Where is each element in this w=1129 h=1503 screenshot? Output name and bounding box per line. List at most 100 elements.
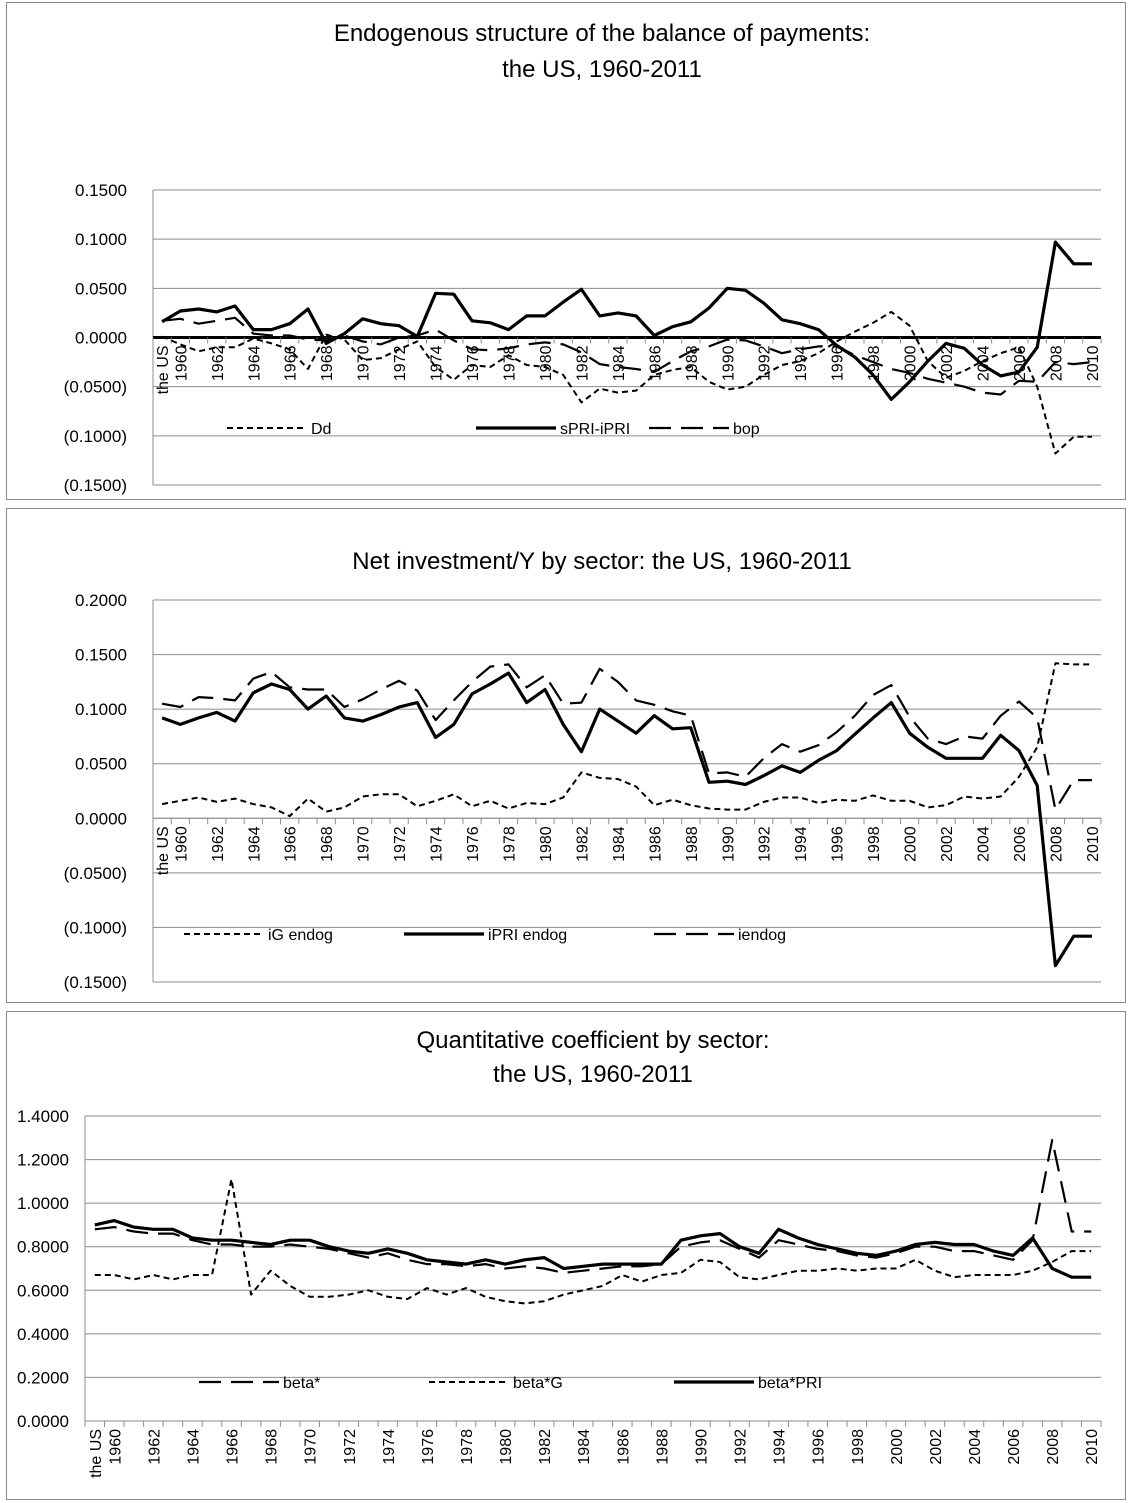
- x-tick-label: 2010: [1085, 345, 1102, 381]
- x-tick-label: the US: [155, 826, 172, 875]
- x-tick-label: 2004: [967, 1429, 984, 1465]
- x-tick-label: 1994: [793, 826, 810, 862]
- x-tick-label: 1978: [459, 1429, 476, 1465]
- x-tick-label: the US: [88, 1429, 105, 1478]
- legend-label: bop: [733, 421, 760, 438]
- legend-label: beta*: [283, 1375, 320, 1392]
- y-tick-label: 1.4000: [17, 1107, 69, 1126]
- y-tick-label: 0.0000: [17, 1412, 69, 1431]
- y-tick-label: 0.4000: [17, 1325, 69, 1344]
- x-tick-label: 1976: [420, 1429, 437, 1465]
- x-tick-label: the US: [155, 346, 172, 395]
- x-tick-label: 1962: [210, 826, 227, 862]
- x-tick-label: 1964: [185, 1429, 202, 1465]
- legend-label: iendog: [738, 927, 786, 944]
- series-line-iendog: [161, 663, 1092, 811]
- x-tick-label: 2000: [889, 1429, 906, 1465]
- x-tick-label: 1990: [720, 345, 737, 381]
- x-tick-label: 1994: [793, 345, 810, 381]
- series-line-spri-ipri: [161, 240, 1092, 401]
- x-tick-label: 1984: [611, 345, 628, 381]
- x-tick-label: 1976: [465, 345, 482, 381]
- legend-label: sPRI-iPRI: [560, 421, 630, 438]
- chart-net-investment-svg: Net investment/Y by sector: the US, 1960…: [64, 548, 1102, 992]
- y-tick-label: 1.0000: [17, 1194, 69, 1213]
- series-line-beta-: [94, 1138, 1092, 1274]
- x-tick-label: 1968: [319, 345, 336, 381]
- x-tick-label: 2004: [976, 345, 993, 381]
- x-tick-label: 1970: [356, 345, 373, 381]
- x-tick-label: 1976: [465, 826, 482, 862]
- chart-subtitle: the US, 1960-2011: [493, 1061, 693, 1088]
- y-tick-label: 0.0000: [75, 329, 127, 348]
- x-tick-label: 2002: [928, 1429, 945, 1465]
- x-tick-label: 1982: [574, 826, 591, 862]
- chart-title: Net investment/Y by sector: the US, 1960…: [352, 548, 851, 575]
- x-tick-label: 1974: [429, 826, 446, 862]
- x-tick-label: 1966: [225, 1429, 242, 1465]
- x-tick-label: 1974: [429, 345, 446, 381]
- x-tick-label: 1970: [356, 826, 373, 862]
- x-tick-label: 1980: [498, 1429, 515, 1465]
- y-tick-label: 0.1500: [75, 646, 127, 665]
- x-tick-label: 1960: [173, 826, 190, 862]
- series-line-beta-pri: [94, 1219, 1092, 1279]
- x-tick-label: 1984: [611, 826, 628, 862]
- x-tick-label: 1970: [303, 1429, 320, 1465]
- x-tick-label: 1972: [392, 345, 409, 381]
- x-tick-label: 1990: [720, 826, 737, 862]
- x-tick-label: 1982: [537, 1429, 554, 1465]
- series-line-ig-endog: [161, 662, 1092, 818]
- legend-label: iG endog: [268, 927, 333, 944]
- x-tick-label: 1988: [654, 1429, 671, 1465]
- chart-panel-quantitative-coefficient: Quantitative coefficient by sector: the U…: [6, 1011, 1126, 1500]
- y-tick-label: 0.8000: [17, 1238, 69, 1257]
- x-tick-label: 1992: [733, 1429, 750, 1465]
- x-tick-label: 1992: [757, 826, 774, 862]
- x-tick-label: 1996: [811, 1429, 828, 1465]
- x-tick-label: 2000: [903, 826, 920, 862]
- y-tick-label: 0.0000: [75, 809, 127, 828]
- y-tick-label: (0.0500): [64, 378, 127, 397]
- y-tick-label: 0.0500: [75, 279, 127, 298]
- y-tick-label: 0.2000: [17, 1368, 69, 1387]
- x-tick-label: 1974: [381, 1429, 398, 1465]
- x-tick-label: 1960: [173, 345, 190, 381]
- x-tick-label: 1980: [538, 345, 555, 381]
- y-tick-label: (0.1500): [64, 476, 127, 495]
- x-tick-label: 2010: [1084, 1429, 1101, 1465]
- y-tick-label: 1.2000: [17, 1151, 69, 1170]
- x-tick-label: 2002: [939, 345, 956, 381]
- x-tick-label: 1972: [392, 826, 409, 862]
- x-tick-label: 1996: [830, 826, 847, 862]
- x-tick-label: 1968: [264, 1429, 281, 1465]
- chart-title: Quantitative coefficient by sector:: [416, 1027, 769, 1054]
- x-tick-label: 2008: [1048, 826, 1065, 862]
- legend-label: beta*PRI: [758, 1375, 822, 1392]
- series-line-bop: [161, 316, 1093, 396]
- x-tick-label: 1968: [319, 826, 336, 862]
- legend-label: beta*G: [513, 1375, 563, 1392]
- chart-bop-svg: Endogenous structure of the balance of p…: [64, 20, 1102, 495]
- chart-title: Endogenous structure of the balance of p…: [334, 20, 870, 47]
- y-tick-label: 0.1000: [75, 700, 127, 719]
- x-tick-label: 1994: [772, 1429, 789, 1465]
- y-tick-label: 0.1500: [75, 181, 127, 200]
- x-tick-label: 1998: [850, 1429, 867, 1465]
- x-tick-label: 1988: [684, 826, 701, 862]
- chart-quantitative-coefficient-svg: Quantitative coefficient by sector: the U…: [17, 1027, 1102, 1478]
- y-tick-label: 0.2000: [75, 591, 127, 610]
- x-tick-label: 1964: [246, 826, 263, 862]
- x-tick-label: 2010: [1085, 826, 1102, 862]
- y-tick-label: 0.6000: [17, 1281, 69, 1300]
- y-tick-label: (0.0500): [64, 864, 127, 883]
- x-tick-label: 1982: [574, 345, 591, 381]
- x-tick-label: 2008: [1045, 1429, 1062, 1465]
- y-tick-label: (0.1000): [64, 427, 127, 446]
- x-tick-label: 1996: [830, 345, 847, 381]
- chart-subtitle: the US, 1960-2011: [502, 56, 702, 83]
- y-tick-label: 0.1000: [75, 230, 127, 249]
- x-tick-label: 1984: [576, 1429, 593, 1465]
- x-tick-label: 2002: [939, 826, 956, 862]
- x-tick-label: 1992: [757, 345, 774, 381]
